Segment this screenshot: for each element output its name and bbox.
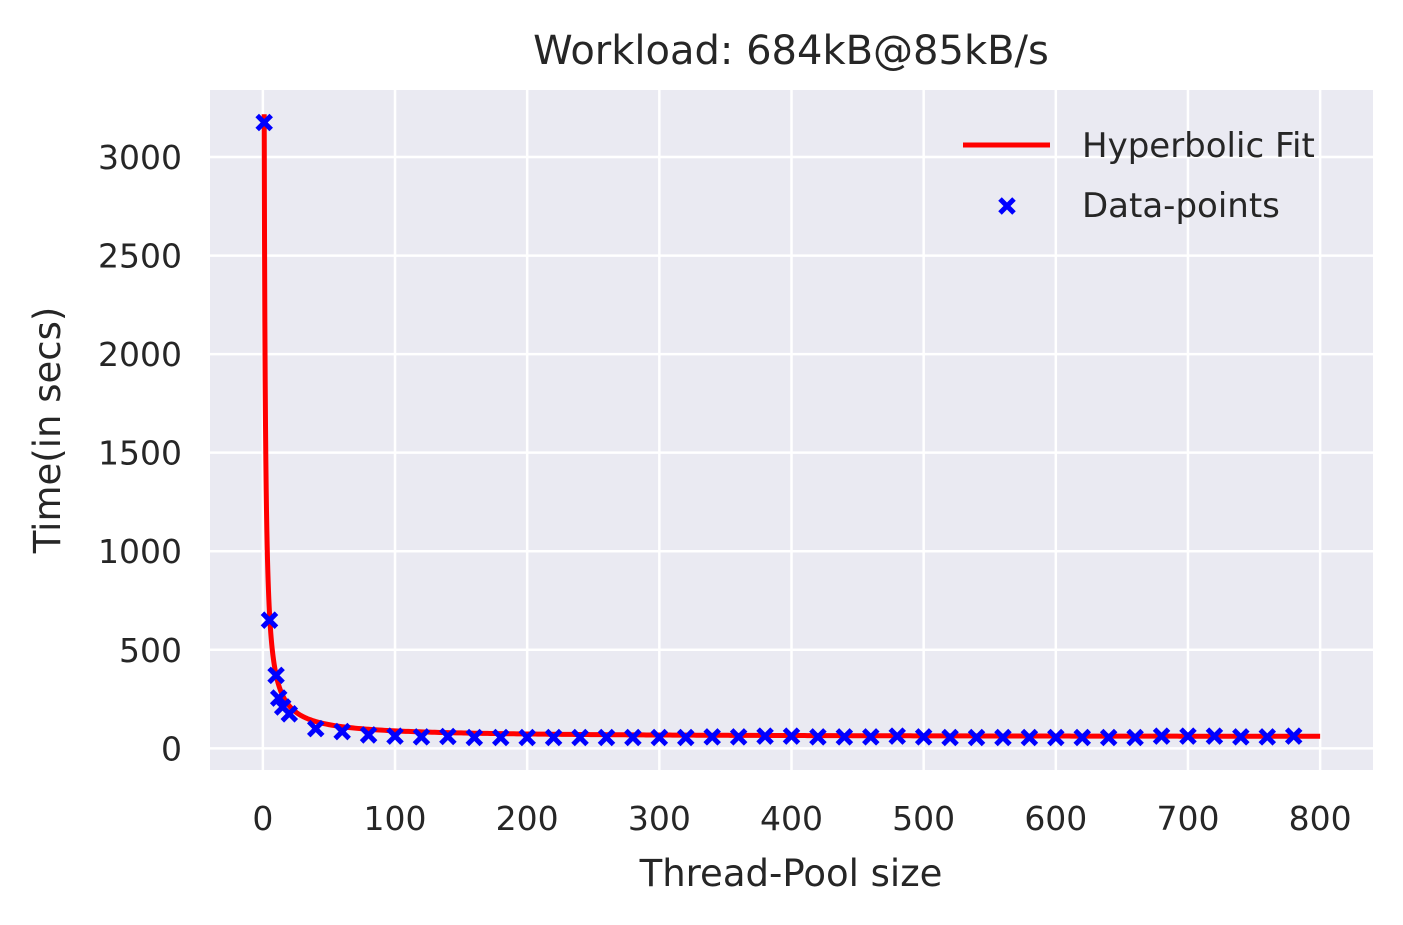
x-tick-label: 500	[892, 799, 955, 838]
data-point	[255, 113, 273, 132]
data-point	[967, 728, 986, 747]
data-point	[941, 728, 959, 747]
y-tick-label: 3000	[98, 138, 182, 177]
data-point	[888, 727, 906, 745]
data-point	[1179, 727, 1197, 745]
x-tick-label: 700	[1156, 799, 1219, 838]
chart-title: Workload: 684kB@85kB/s	[533, 28, 1049, 74]
x-tick-label: 0	[252, 799, 273, 838]
grid	[210, 90, 1373, 770]
data-point	[1073, 728, 1092, 747]
x-tick-label: 100	[364, 799, 427, 838]
data-point	[994, 728, 1012, 747]
x-tick-labels: 0 100 200 300 400 500 600 700 800	[252, 799, 1351, 838]
x-tick-label: 300	[628, 799, 691, 838]
data-point	[260, 611, 279, 629]
data-point	[1232, 728, 1250, 746]
data-point	[359, 726, 378, 744]
legend-points-swatch	[998, 197, 1016, 215]
data-point	[439, 727, 457, 746]
data-point	[1126, 728, 1144, 747]
legend-fit-label: Hyperbolic Fit	[1082, 126, 1315, 166]
y-tick-label: 2000	[98, 335, 182, 374]
legend-points-label: Data-points	[1082, 186, 1280, 226]
data-point	[571, 728, 589, 747]
data-point	[835, 728, 854, 746]
legend: Hyperbolic Fit Data-points	[963, 126, 1315, 226]
y-tick-labels: 0 500 1000 1500 2000 2500 3000	[98, 138, 182, 768]
data-point	[597, 728, 616, 747]
x-tick-label: 400	[760, 799, 823, 838]
data-point	[650, 728, 669, 747]
x-tick-label: 200	[496, 799, 559, 838]
data-point	[624, 728, 642, 747]
data-point	[465, 728, 484, 747]
x-axis-label: Thread-Pool size	[639, 852, 943, 895]
y-tick-label: 500	[119, 631, 182, 670]
data-point	[518, 728, 536, 747]
data-point	[914, 728, 933, 746]
data-point	[782, 727, 801, 745]
y-tick-label: 2500	[98, 237, 182, 276]
data-point	[386, 727, 404, 745]
data-point	[333, 722, 351, 741]
data-point	[729, 728, 748, 746]
data-point	[1020, 728, 1039, 747]
data-point	[809, 728, 827, 746]
y-tick-label: 1500	[98, 434, 182, 473]
points-layer	[255, 113, 1303, 747]
data-point	[1284, 727, 1303, 745]
data-point	[1047, 728, 1065, 747]
data-point	[1205, 727, 1224, 745]
data-point	[756, 727, 774, 745]
x-tick-label: 600	[1024, 799, 1087, 838]
data-point	[412, 728, 431, 746]
data-point	[267, 666, 285, 685]
y-tick-label: 0	[161, 729, 182, 768]
data-point	[306, 719, 325, 738]
data-point	[1258, 728, 1277, 746]
data-point	[1152, 727, 1171, 745]
data-point	[862, 728, 880, 746]
data-point	[544, 728, 563, 747]
data-point	[280, 705, 299, 723]
data-point	[703, 728, 721, 746]
data-point	[1099, 728, 1118, 747]
data-point	[491, 728, 510, 747]
y-tick-label: 1000	[98, 532, 182, 571]
x-tick-label: 800	[1289, 799, 1352, 838]
y-axis-label: Time(in secs)	[26, 307, 69, 555]
data-point	[677, 728, 695, 747]
